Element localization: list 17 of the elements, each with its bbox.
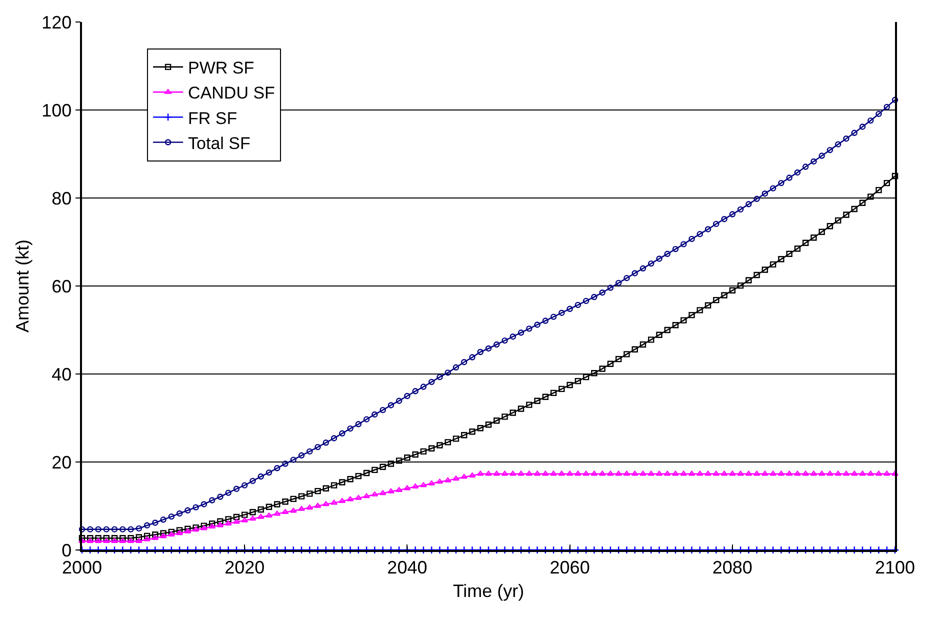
legend-label: PWR SF (188, 58, 254, 78)
y-tick-label: 60 (52, 276, 72, 296)
x-tick-label: 2100 (874, 557, 916, 578)
y-tick-label: 20 (52, 452, 72, 472)
x-axis-title: Time (yr) (452, 580, 524, 601)
y-tick-label: 80 (52, 188, 72, 208)
x-tick-label: 2080 (712, 557, 752, 578)
legend-label: FR SF (188, 108, 238, 128)
legend-label: Total SF (188, 134, 250, 153)
x-tick-label: 2020 (224, 557, 265, 578)
x-tick-label: 2040 (387, 557, 428, 578)
y-tick-label: 100 (42, 100, 72, 120)
legend-label: CANDU SF (188, 84, 275, 103)
x-tick-label: 2060 (550, 557, 590, 578)
y-axis-title: Amount (kt) (12, 239, 32, 333)
y-tick-label: 40 (52, 364, 72, 384)
y-tick-label: 120 (42, 12, 72, 32)
